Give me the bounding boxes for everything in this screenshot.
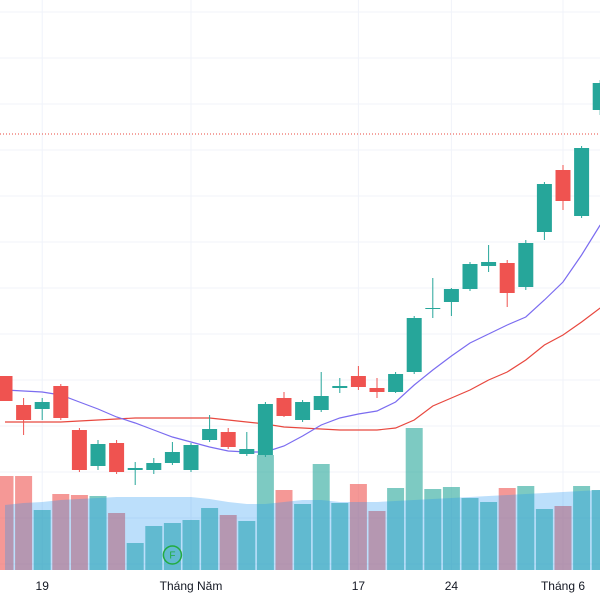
volume-bar [108, 513, 126, 570]
volume-bar [256, 455, 274, 570]
volume-bar [201, 508, 219, 570]
candle-body [71, 430, 87, 470]
candle-body [53, 386, 69, 418]
volume-bar [591, 490, 600, 570]
event-marker [162, 545, 183, 565]
candle-body [16, 405, 32, 420]
volume-bar [15, 476, 33, 570]
candle-body [127, 468, 143, 470]
candle-body [536, 184, 552, 232]
candle-body [90, 444, 106, 466]
volume-bar [405, 428, 423, 570]
candle-body [164, 452, 180, 463]
volume-bar [219, 515, 237, 570]
candle-body [592, 83, 600, 110]
candle-body [388, 374, 404, 392]
volume-bar [0, 476, 14, 570]
x-tick-label: Tháng 6 [541, 579, 585, 593]
candle-body [0, 376, 13, 401]
candle-body [239, 449, 255, 454]
volume-bar [498, 488, 516, 570]
event-marker-label: F [169, 551, 175, 562]
volume-bar [424, 489, 442, 570]
volume-bar [145, 526, 163, 570]
x-tick-label: 19 [36, 579, 50, 593]
candle-body [481, 262, 497, 266]
volume-bar [33, 510, 51, 570]
volume-bar [331, 503, 349, 570]
candle-body [276, 398, 292, 416]
candle-body [257, 404, 273, 455]
volume-bar [535, 509, 553, 570]
volume-ma-area [5, 490, 600, 570]
candle-body [425, 308, 441, 309]
volume-bar [312, 464, 330, 570]
candle-body [406, 318, 422, 372]
candle-body [518, 243, 534, 287]
volume-bar [442, 487, 460, 570]
volume-bar [573, 486, 591, 570]
x-tick-label: Tháng Năm [160, 579, 223, 593]
volume-bar [294, 504, 312, 570]
volume-bar [52, 494, 70, 570]
candle-body [34, 402, 50, 409]
candle-body [332, 386, 348, 388]
candle-body [202, 429, 218, 440]
volume-bar [387, 488, 405, 570]
x-tick-label: 24 [445, 579, 459, 593]
volume-bar [182, 520, 200, 570]
volume-bar [70, 495, 88, 570]
volume-bar [238, 521, 256, 570]
volume-bar [480, 502, 498, 570]
volume-bar [126, 543, 144, 570]
ma-fast-line [4, 224, 600, 453]
candle-body [295, 402, 311, 420]
candle-body [499, 263, 515, 293]
candle-body [462, 264, 478, 289]
volume-bar [349, 484, 367, 570]
volume-bar [89, 496, 107, 570]
candle-body [443, 289, 459, 302]
ma-slow-line [5, 307, 600, 431]
x-tick-label: 17 [352, 579, 366, 593]
candle-body [555, 170, 571, 201]
candle-body [183, 445, 199, 470]
volume-bar [517, 486, 535, 570]
candle-body [350, 376, 366, 387]
volume-bar [368, 511, 386, 570]
candle-body [220, 432, 236, 447]
candle-body [146, 463, 162, 470]
candle-body [574, 148, 590, 216]
candle-body [313, 396, 329, 410]
volume-bar [461, 498, 479, 570]
volume-bar [554, 506, 572, 570]
candle-body [369, 388, 385, 392]
volume-bar [275, 490, 293, 570]
candle-body [109, 443, 125, 472]
